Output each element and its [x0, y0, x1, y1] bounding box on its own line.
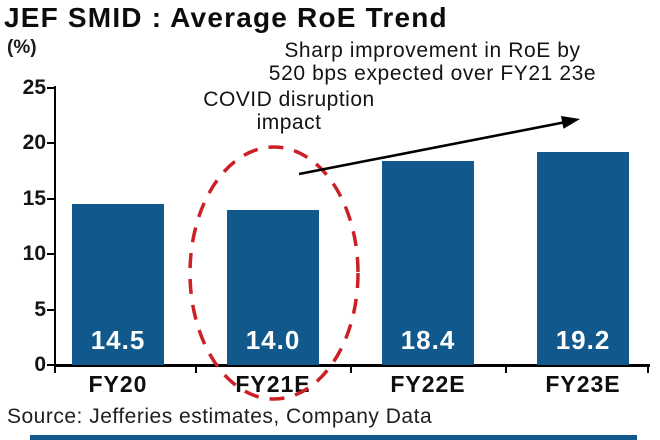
annotation-covid-impact-line1: COVID disruption	[203, 88, 375, 111]
y-tick-mark	[47, 364, 55, 366]
x-tick-mark	[505, 365, 507, 373]
y-tick-label: 20	[22, 131, 46, 155]
y-tick-mark	[47, 87, 55, 89]
bar-fy23e: 19.2	[537, 152, 629, 365]
bar-fy21e: 14.0	[227, 210, 319, 365]
bar-value-label: 19.2	[555, 325, 611, 355]
x-category-label-fy22e: FY22E	[390, 371, 466, 397]
x-category-label-fy20: FY20	[88, 371, 148, 397]
page-title: JEF SMID : Average RoE Trend	[4, 2, 448, 33]
bar-fy20: 14.5	[72, 204, 164, 365]
x-tick-mark	[350, 365, 352, 373]
y-tick-label: 5	[34, 297, 46, 321]
y-tick-mark	[47, 197, 55, 200]
x-tick-mark	[54, 365, 56, 373]
trend-arrow-head-icon	[561, 116, 580, 129]
x-category-label-fy23e: FY23E	[545, 371, 621, 397]
bar-value-label: 14.5	[90, 325, 146, 355]
y-tick-mark	[47, 308, 55, 311]
y-axis-line	[54, 86, 56, 367]
y-tick-label: 15	[22, 186, 46, 210]
annotation-covid-impact: COVID disruption impact	[173, 88, 405, 134]
x-category-label-fy21e: FY21E	[235, 371, 311, 397]
source-note: Source: Jefferies estimates, Company Dat…	[7, 405, 433, 428]
y-tick-label: 25	[22, 76, 46, 99]
annotation-sharp-improvement-line2: 520 bps expected over FY21 23e	[268, 62, 597, 85]
bar-fy22e: 18.4	[382, 161, 474, 365]
annotation-covid-impact-line2: impact	[256, 111, 322, 134]
bar-value-label: 14.0	[245, 325, 301, 355]
y-tick-label: 10	[22, 242, 46, 266]
x-tick-mark	[195, 365, 197, 373]
y-axis-unit-label: (%)	[7, 37, 37, 58]
bar-value-label: 18.4	[400, 325, 456, 355]
x-tick-mark	[647, 365, 649, 373]
y-tick-label: 0	[34, 353, 46, 376]
footer-bar	[30, 435, 637, 440]
y-tick-mark	[47, 142, 55, 145]
y-tick-mark	[47, 253, 55, 256]
annotation-sharp-improvement: Sharp improvement in RoE by 520 bps expe…	[205, 39, 660, 85]
annotation-sharp-improvement-line1: Sharp improvement in RoE by	[284, 39, 581, 62]
